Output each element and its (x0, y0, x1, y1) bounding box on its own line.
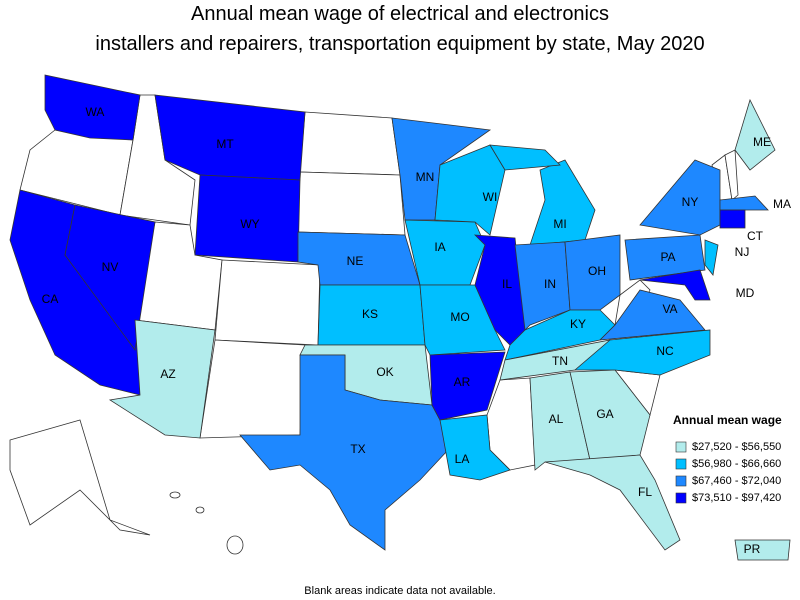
state-label: AR (454, 375, 471, 389)
state-shape (429, 351, 506, 421)
state-shape (639, 159, 721, 236)
state-shape (297, 171, 406, 236)
state-shape (529, 159, 596, 246)
state-shape (514, 241, 571, 331)
state-shape (624, 234, 706, 281)
state-label: IL (502, 277, 512, 291)
state-shape (724, 149, 739, 201)
state-label: LA (455, 452, 470, 466)
state-shape (64, 204, 156, 352)
state-shape (734, 98, 776, 171)
state-label: IA (434, 240, 445, 254)
state-label: PA (660, 250, 675, 264)
state-label: NC (656, 344, 674, 358)
state-shape (299, 111, 401, 176)
state-shape (704, 239, 719, 276)
state-label: TN (552, 354, 568, 368)
state-label: GA (596, 407, 613, 421)
state-label: VA (662, 302, 677, 316)
state-shape (9, 419, 151, 536)
state-labels: WA MT WY CA NV AZ NE KS OK TX MN IA MO A… (42, 105, 791, 556)
state-label: NJ (735, 245, 750, 259)
state-label: MO (450, 310, 469, 324)
state-label: TX (350, 442, 365, 456)
state-label: MA (773, 197, 791, 211)
state-label: FL (638, 485, 652, 499)
state-label: OK (376, 365, 393, 379)
state-label: KY (570, 317, 586, 331)
state-label: KS (362, 307, 378, 321)
legend-label: $67,460 - $72,040 (692, 475, 781, 487)
state-shape (239, 354, 449, 551)
state-shape (544, 454, 681, 551)
state-shape (564, 234, 621, 311)
state-shape (573, 329, 711, 376)
legend-label: $73,510 - $97,420 (692, 492, 781, 504)
legend-swatch (675, 475, 687, 487)
state-shape (169, 491, 181, 499)
state-label: PR (744, 542, 761, 556)
state-shape (489, 144, 561, 171)
legend-swatch (675, 441, 687, 453)
state-label: MI (553, 217, 566, 231)
state-shape (214, 259, 321, 346)
map (9, 74, 791, 561)
state-shape (439, 414, 511, 481)
state-label: WI (483, 190, 498, 204)
state-label: NV (102, 260, 119, 274)
legend-swatch (675, 458, 687, 470)
legend-title: Annual mean wage (673, 413, 782, 427)
state-label: NY (682, 195, 699, 209)
footnote: Blank areas indicate data not available. (304, 585, 495, 597)
state-label: IN (544, 277, 556, 291)
state-label: WY (240, 217, 259, 231)
state-shape (44, 74, 141, 141)
state-label: OH (588, 264, 606, 278)
state-shape (639, 269, 711, 301)
state-shape (195, 506, 205, 514)
state-shape (598, 289, 706, 341)
state-label: CA (42, 292, 59, 306)
state-label: AZ (160, 367, 175, 381)
state-shape (719, 209, 746, 229)
legend-label: $27,520 - $56,550 (692, 441, 781, 453)
state-shape (108, 319, 216, 439)
state-shape (719, 195, 769, 211)
legend-label: $56,980 - $66,660 (692, 458, 781, 470)
state-label: WA (86, 105, 105, 119)
state-label: MD (736, 286, 755, 300)
state-label: MT (216, 137, 234, 151)
state-shape (734, 539, 791, 561)
state-shape (199, 339, 306, 439)
state-shape (226, 535, 244, 555)
state-label: MN (416, 170, 435, 184)
state-label: NE (347, 254, 364, 268)
legend: Annual mean wage $27,520 - $56,550 $56,98… (673, 413, 782, 504)
legend-swatch (675, 492, 687, 504)
state-label: CT (747, 229, 764, 243)
state-label: AL (549, 412, 564, 426)
state-label: ME (753, 135, 771, 149)
title: Annual mean wage of electrical and elect… (95, 3, 704, 55)
